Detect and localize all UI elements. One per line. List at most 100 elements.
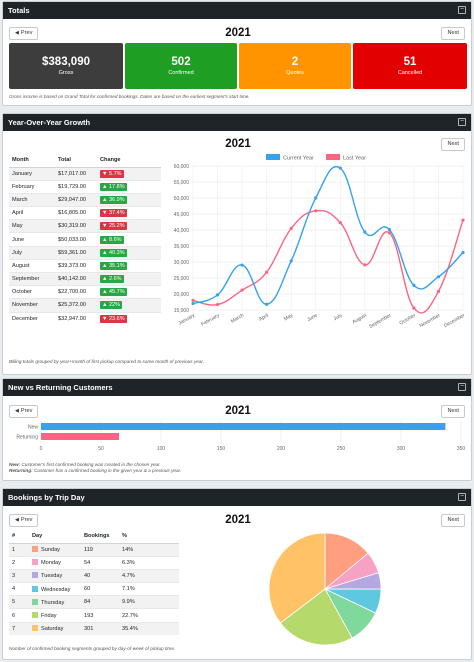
column-header: Month bbox=[9, 154, 55, 168]
x-tick-label: 0 bbox=[40, 446, 43, 452]
y-tick-label: Returning bbox=[16, 435, 38, 441]
table-row: July $59,361.00 ▲ 40.3% bbox=[9, 245, 161, 260]
bookings-cell: 84 bbox=[81, 595, 119, 609]
data-point bbox=[289, 259, 293, 263]
month-cell: November bbox=[9, 298, 55, 313]
prev-button[interactable]: ◀ Prev bbox=[9, 405, 39, 418]
day-cell: Monday bbox=[29, 555, 81, 570]
collapse-icon[interactable]: − bbox=[458, 118, 466, 126]
legend-swatch bbox=[32, 572, 38, 579]
arrow-up-icon: ▲ bbox=[102, 236, 108, 243]
total-cell: $32,947.00 bbox=[55, 311, 97, 326]
x-tick-label: June bbox=[306, 312, 319, 323]
table-row: December $32,947.00 ▼ 23.6% bbox=[9, 311, 161, 326]
total-cell: $50,033.00 bbox=[55, 232, 97, 247]
change-badge: ▲ 22% bbox=[100, 301, 122, 310]
table-row: 4 Wednesday 60 7.1% bbox=[9, 582, 179, 596]
data-point bbox=[265, 302, 269, 306]
data-point bbox=[215, 302, 220, 307]
next-button[interactable]: Next bbox=[441, 138, 465, 151]
total-cell: $59,361.00 bbox=[55, 245, 97, 260]
arrow-up-icon: ▲ bbox=[102, 183, 108, 190]
series-line bbox=[192, 165, 464, 305]
total-cell: $30,319.00 bbox=[55, 219, 97, 233]
change-badge: ▲ 17.8% bbox=[100, 182, 127, 191]
x-tick-label: August bbox=[351, 312, 368, 325]
tripday-panel: Bookings by Trip Day − ◀ Prev 2021 Next #… bbox=[2, 488, 472, 660]
x-tick-label: January bbox=[178, 312, 197, 326]
month-cell: October bbox=[9, 285, 55, 299]
y-tick-label: 40,000 bbox=[174, 228, 190, 234]
confirmed-card: 502 Confirmed bbox=[125, 43, 237, 89]
data-point bbox=[436, 275, 441, 279]
total-cell: $39,373.00 bbox=[55, 258, 97, 273]
index-cell: 7 bbox=[9, 621, 29, 636]
day-cell: Thursday bbox=[29, 595, 81, 609]
yoy-note: Billing totals grouped by year+month of … bbox=[9, 359, 205, 364]
newret-panel: New vs Returning Customers − ◀ Prev 2021 … bbox=[2, 378, 472, 481]
next-button[interactable]: Next bbox=[441, 514, 465, 527]
y-tick-label: 60,000 bbox=[174, 164, 190, 170]
index-cell: 1 bbox=[9, 542, 29, 557]
table-row: April $16,805.00 ▼ 37.4% bbox=[9, 206, 161, 220]
data-point bbox=[240, 288, 244, 292]
x-tick-label: 50 bbox=[98, 446, 104, 452]
bar bbox=[41, 433, 119, 440]
arrow-up-icon: ▲ bbox=[102, 302, 108, 309]
collapse-icon[interactable]: − bbox=[458, 493, 466, 501]
column-header: Day bbox=[29, 530, 81, 544]
confirmed-value: 502 bbox=[171, 56, 191, 68]
collapse-icon[interactable]: − bbox=[458, 6, 466, 14]
arrow-down-icon: ▼ bbox=[102, 170, 108, 177]
data-point bbox=[363, 230, 367, 234]
legend-label: Last Year bbox=[343, 156, 366, 162]
newret-title: New vs Returning Customers bbox=[8, 383, 113, 392]
bookings-cell: 54 bbox=[81, 555, 119, 570]
prev-button[interactable]: ◀ Prev bbox=[9, 514, 39, 527]
table-row: September $40,142.00 ▲ 2.6% bbox=[9, 271, 161, 286]
change-cell: ▲ 35.1% bbox=[97, 258, 161, 273]
x-tick-label: March bbox=[230, 312, 245, 324]
data-point bbox=[461, 218, 465, 222]
bookings-cell: 193 bbox=[81, 608, 119, 623]
legend-label: Current Year bbox=[283, 156, 314, 162]
change-cell: ▲ 22% bbox=[97, 298, 161, 313]
table-row: May $30,319.00 ▼ 25.2% bbox=[9, 219, 161, 233]
bookings-cell: 60 bbox=[81, 582, 119, 596]
x-tick-label: 100 bbox=[157, 446, 166, 452]
month-cell: December bbox=[9, 311, 55, 326]
next-button[interactable]: Next bbox=[441, 27, 465, 40]
collapse-icon[interactable]: − bbox=[458, 383, 466, 391]
total-cell: $25,372.00 bbox=[55, 298, 97, 313]
x-tick-label: November bbox=[418, 312, 441, 329]
legend-swatch bbox=[32, 612, 38, 619]
table-row: June $50,033.00 ▲ 8.6% bbox=[9, 232, 161, 247]
month-cell: February bbox=[9, 179, 55, 194]
totals-header: Totals − bbox=[3, 2, 471, 19]
table-row: 1 Sunday 119 14% bbox=[9, 542, 179, 557]
day-cell: Saturday bbox=[29, 621, 81, 636]
cancelled-label: Cancelled bbox=[397, 70, 423, 76]
percent-cell: 9.9% bbox=[119, 595, 179, 609]
next-button[interactable]: Next bbox=[441, 405, 465, 418]
day-cell: Sunday bbox=[29, 542, 81, 557]
change-badge: ▼ 23.6% bbox=[100, 314, 127, 323]
prev-button[interactable]: ◀ Prev bbox=[9, 27, 39, 40]
legend-swatch bbox=[32, 546, 38, 553]
column-header: Total bbox=[55, 154, 97, 168]
total-cell: $29,047.00 bbox=[55, 192, 97, 207]
column-header: # bbox=[9, 530, 29, 544]
change-badge: ▲ 40.3% bbox=[100, 248, 127, 257]
totals-note: Gross income is based on Grand Total for… bbox=[9, 94, 250, 99]
total-cell: $17,017.00 bbox=[55, 166, 97, 181]
x-tick-label: July bbox=[333, 312, 344, 322]
table-row: 7 Saturday 301 35.4% bbox=[9, 621, 179, 636]
bookings-cell: 40 bbox=[81, 568, 119, 583]
table-row: March $29,047.00 ▲ 36.9% bbox=[9, 192, 161, 207]
y-tick-label: 15,000 bbox=[174, 308, 190, 314]
change-badge: ▼ 25.2% bbox=[100, 222, 127, 231]
month-cell: March bbox=[9, 192, 55, 207]
data-point bbox=[461, 250, 465, 255]
totals-panel: Totals − ◀ Prev 2021 Next $383,090 Gross … bbox=[2, 1, 472, 106]
arrow-down-icon: ▼ bbox=[102, 223, 108, 230]
